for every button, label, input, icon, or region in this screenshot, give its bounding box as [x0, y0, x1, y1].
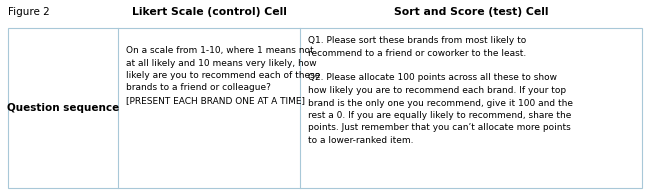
Bar [8, 28, 642, 188]
Text: Question sequence: Question sequence [7, 103, 119, 113]
Text: Q1. Please sort these brands from most likely to
recommend to a friend or cowork: Q1. Please sort these brands from most l… [308, 36, 573, 145]
Text: Likert Scale (control) Cell: Likert Scale (control) Cell [131, 7, 287, 17]
Text: On a scale from 1-10, where 1 means not
at all likely and 10 means very likely, : On a scale from 1-10, where 1 means not … [126, 46, 320, 105]
Text: Sort and Score (test) Cell: Sort and Score (test) Cell [394, 7, 548, 17]
Text: Figure 2: Figure 2 [8, 7, 50, 17]
